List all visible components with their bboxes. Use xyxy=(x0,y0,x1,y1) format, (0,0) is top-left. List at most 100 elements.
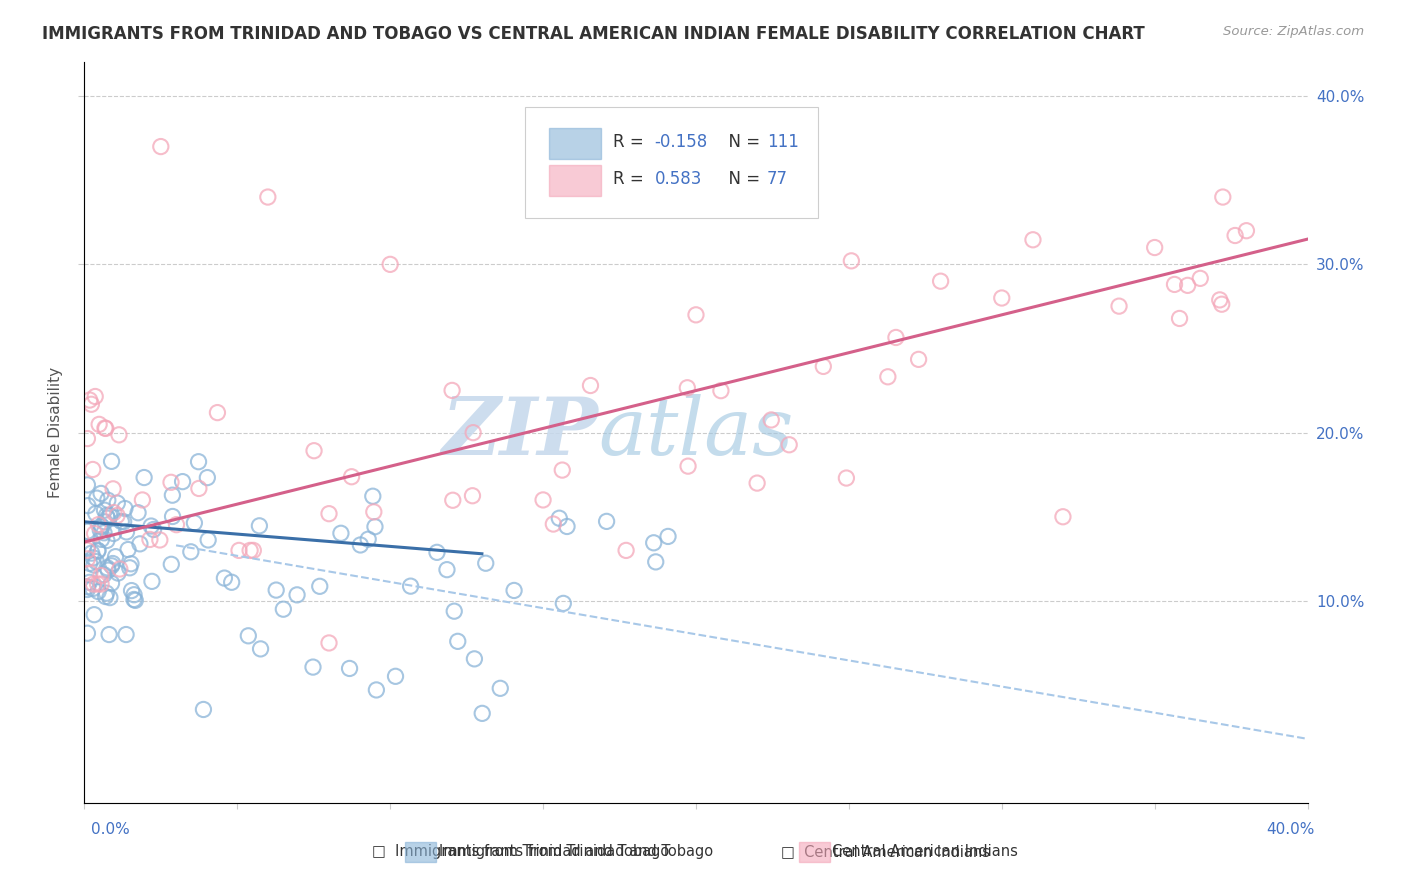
Text: -0.158: -0.158 xyxy=(654,133,707,151)
Point xyxy=(361,489,384,503)
Point xyxy=(115,627,138,641)
Point xyxy=(180,545,202,559)
Point xyxy=(90,486,112,500)
Point xyxy=(1168,311,1191,326)
Point xyxy=(96,508,118,523)
Y-axis label: Female Disability: Female Disability xyxy=(48,367,63,499)
Text: N =: N = xyxy=(718,169,765,187)
Point xyxy=(657,529,679,543)
Point xyxy=(129,537,152,551)
Point xyxy=(121,583,143,598)
Point xyxy=(841,253,863,268)
Point xyxy=(247,518,270,533)
Point xyxy=(76,478,98,492)
Text: 0.583: 0.583 xyxy=(654,169,702,187)
Point xyxy=(214,571,236,585)
Point xyxy=(676,459,699,474)
Text: Central American Indians: Central American Indians xyxy=(832,845,1018,859)
Point xyxy=(76,543,98,558)
Point xyxy=(1189,271,1212,285)
Point xyxy=(228,543,250,558)
Point xyxy=(76,432,98,446)
Text: □  Immigrants from Trinidad and Tobago: □ Immigrants from Trinidad and Tobago xyxy=(371,845,669,859)
Point xyxy=(87,544,110,558)
Text: □  Central American Indians: □ Central American Indians xyxy=(782,845,990,859)
Point xyxy=(100,558,122,573)
Point xyxy=(107,566,129,580)
Point xyxy=(84,555,107,569)
Point xyxy=(489,681,512,696)
Point xyxy=(90,577,112,591)
Point xyxy=(76,552,98,566)
FancyBboxPatch shape xyxy=(550,128,600,159)
Point xyxy=(340,469,363,483)
Point xyxy=(127,506,149,520)
Point xyxy=(122,588,145,602)
Point xyxy=(79,575,101,590)
Point xyxy=(643,536,665,550)
Point xyxy=(1052,509,1074,524)
Point xyxy=(551,463,574,477)
Point xyxy=(1211,297,1233,311)
Point xyxy=(110,515,132,529)
Point xyxy=(105,508,128,523)
Point xyxy=(761,413,783,427)
Point xyxy=(94,421,117,435)
Point xyxy=(105,496,128,510)
Point xyxy=(1236,224,1258,238)
Text: N =: N = xyxy=(718,133,765,151)
Point xyxy=(384,669,406,683)
Point xyxy=(1163,277,1185,292)
Point xyxy=(84,390,107,404)
Text: Immigrants from Trinidad and Tobago: Immigrants from Trinidad and Tobago xyxy=(439,845,713,859)
Point xyxy=(86,577,108,591)
Point xyxy=(89,417,111,432)
Point xyxy=(120,557,142,571)
Point xyxy=(83,558,105,572)
Point xyxy=(1022,233,1045,247)
Point xyxy=(1177,278,1199,293)
Point xyxy=(553,596,575,610)
Point xyxy=(363,505,385,519)
Point xyxy=(104,549,127,564)
Point xyxy=(676,381,699,395)
Point xyxy=(193,702,215,716)
Point xyxy=(747,476,769,491)
Point xyxy=(79,557,101,571)
Point xyxy=(447,634,470,648)
Point xyxy=(1209,293,1232,307)
Point xyxy=(207,406,229,420)
Point xyxy=(835,471,858,485)
Point xyxy=(108,427,131,442)
FancyBboxPatch shape xyxy=(524,107,818,218)
Point xyxy=(531,492,554,507)
Point xyxy=(463,652,485,666)
Point xyxy=(166,517,188,532)
Point xyxy=(94,515,117,529)
Point xyxy=(441,384,464,398)
Point xyxy=(1223,228,1246,243)
Point xyxy=(329,526,352,541)
Point xyxy=(115,524,138,539)
Point xyxy=(132,470,155,484)
Point xyxy=(302,660,325,674)
Point xyxy=(172,475,194,489)
Point xyxy=(100,454,122,468)
Point xyxy=(139,533,162,547)
Point xyxy=(302,443,325,458)
Point xyxy=(380,257,402,271)
Text: R =: R = xyxy=(613,169,648,187)
Point xyxy=(160,558,183,572)
Point xyxy=(84,507,107,521)
Point xyxy=(249,641,271,656)
Point xyxy=(139,519,162,533)
Text: R =: R = xyxy=(613,133,648,151)
Point xyxy=(183,516,205,530)
Point xyxy=(579,378,602,392)
Point xyxy=(149,139,172,153)
Point xyxy=(197,533,219,547)
Point xyxy=(101,557,124,571)
Point xyxy=(77,499,100,513)
Point xyxy=(76,580,98,594)
Point xyxy=(308,579,330,593)
